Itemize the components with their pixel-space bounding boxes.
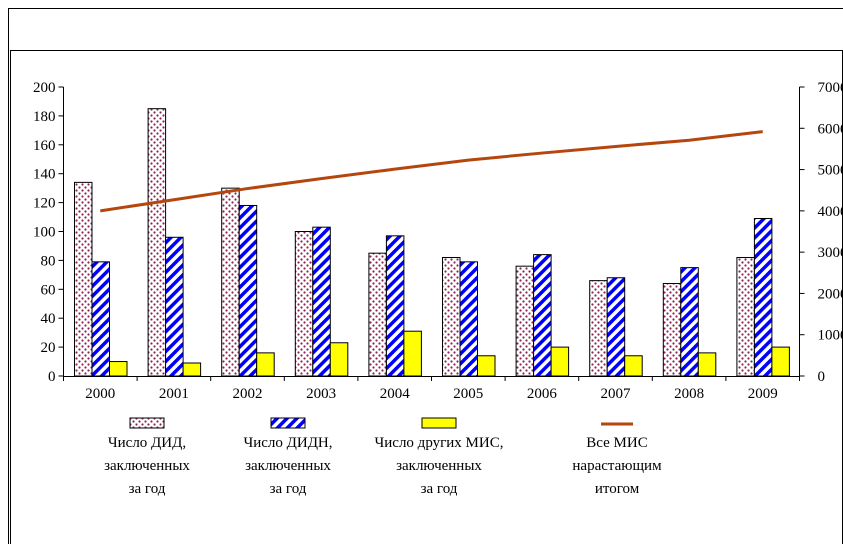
x-tick-label: 2000 (85, 386, 115, 402)
bar-didn (753, 217, 773, 377)
left-tick-label: 0 (48, 369, 56, 385)
x-tick-label: 2009 (748, 386, 778, 402)
legend: Число ДИД, заключенных за год Число ДИДН, за… (104, 417, 662, 497)
outer-border (8, 8, 843, 544)
bar-other-mis (697, 352, 717, 377)
left-tick-label: 120 (33, 196, 56, 212)
legend-label: Число других МИС, (375, 435, 504, 451)
bar-did (589, 280, 608, 377)
x-tick-label: 2002 (233, 386, 263, 402)
x-tick-label: 2007 (601, 386, 632, 402)
legend-label: за год (129, 481, 166, 497)
bar-other-mis (771, 346, 790, 377)
right-tick-label: 1000 (818, 328, 843, 344)
x-axis-ticks: 2000 2001 2002 2003 2004 2005 2006 2007 2008 2009 (63, 376, 800, 402)
bar-other-mis (329, 342, 349, 377)
bar-other-mis (550, 346, 570, 377)
left-tick-label: 200 (33, 80, 56, 96)
right-axis-ticks: 0 1000 2000 3000 4000 5000 6000 7000 (799, 80, 843, 385)
right-tick-label: 5000 (818, 163, 843, 179)
bar-didn (91, 261, 110, 377)
bar-other-mis (256, 352, 275, 377)
bar-didn (312, 226, 331, 377)
x-tick-label: 2008 (674, 386, 704, 402)
legend-swatch-other-mis (421, 417, 457, 429)
bar-other-mis (182, 362, 202, 377)
left-tick-label: 20 (41, 340, 56, 356)
bar-other-mis (624, 355, 643, 377)
legend-label: за год (270, 481, 307, 497)
left-tick-label: 60 (41, 282, 56, 298)
x-tick-label: 2006 (527, 386, 558, 402)
bar-other-mis (477, 355, 496, 377)
left-tick-label: 180 (33, 109, 56, 125)
right-tick-label: 4000 (818, 204, 843, 220)
left-tick-label: 100 (33, 225, 56, 241)
legend-swatch-did (129, 417, 165, 429)
right-tick-label: 6000 (818, 121, 843, 137)
legend-label: заключенных (245, 458, 331, 474)
bar-did (368, 252, 387, 377)
bar-other-mis (403, 330, 422, 377)
bar-didn (385, 235, 405, 377)
right-tick-label: 3000 (818, 245, 843, 261)
x-tick-label: 2004 (380, 386, 411, 402)
bar-did (515, 265, 535, 377)
left-tick-label: 40 (41, 311, 56, 327)
bar-did (736, 257, 755, 377)
bar-did (662, 283, 682, 377)
right-tick-label: 2000 (818, 286, 843, 302)
legend-label: заключенных (104, 458, 190, 474)
bar-didn (533, 254, 552, 377)
legend-label: Все МИС (586, 435, 647, 451)
bar-did (442, 257, 461, 377)
right-tick-label: 7000 (818, 80, 843, 96)
line-all-mis (100, 130, 763, 213)
bar-didn (680, 267, 699, 377)
bar-didn (459, 261, 478, 377)
right-tick-label: 0 (818, 369, 826, 385)
line-series-group (100, 130, 763, 213)
left-tick-label: 160 (33, 138, 56, 154)
left-tick-label: 140 (33, 167, 56, 183)
bar-other-mis (109, 361, 128, 377)
left-tick-label: 80 (41, 253, 56, 269)
x-tick-label: 2005 (453, 386, 483, 402)
legend-label: Число ДИДН, (243, 435, 332, 451)
bars-group (74, 108, 790, 377)
legend-label: нарастающим (572, 458, 662, 474)
bar-did (74, 181, 93, 377)
x-tick-label: 2003 (306, 386, 336, 402)
bar-didn (165, 236, 184, 377)
left-axis-ticks: 0 20 40 60 80 100 120 140 160 180 200 (33, 80, 64, 385)
x-tick-label: 2001 (159, 386, 189, 402)
legend-label: Число ДИД, (108, 435, 186, 451)
legend-label: заключенных (396, 458, 482, 474)
legend-label: итогом (595, 481, 640, 497)
bar-did (147, 108, 167, 377)
bar-did (294, 231, 314, 377)
legend-swatch-didn (270, 417, 306, 429)
bar-didn (238, 204, 258, 377)
bar-didn (606, 277, 626, 377)
legend-label: за год (421, 481, 458, 497)
bar-did (221, 187, 240, 377)
